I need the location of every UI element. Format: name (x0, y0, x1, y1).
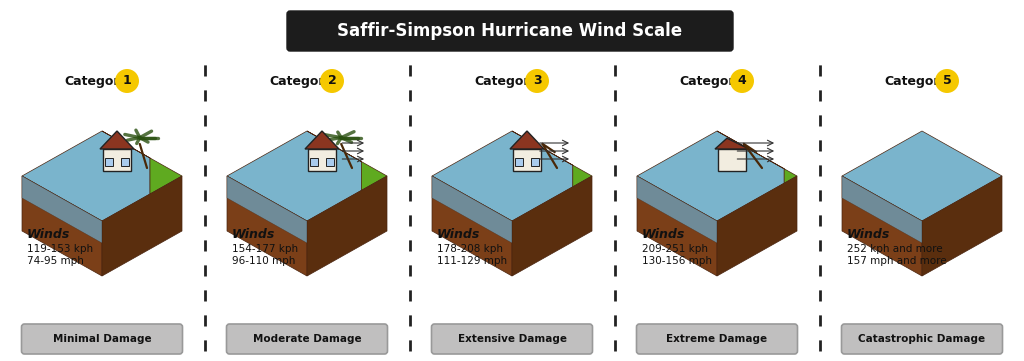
Polygon shape (842, 176, 922, 276)
FancyBboxPatch shape (103, 149, 131, 171)
FancyBboxPatch shape (287, 11, 733, 51)
Polygon shape (102, 131, 182, 194)
Polygon shape (100, 131, 134, 149)
Polygon shape (637, 176, 717, 276)
FancyBboxPatch shape (718, 149, 746, 171)
Text: Minimal Damage: Minimal Damage (52, 334, 152, 344)
FancyBboxPatch shape (431, 324, 593, 354)
Polygon shape (227, 176, 307, 243)
Text: 130-156 mph: 130-156 mph (642, 256, 712, 266)
Circle shape (730, 69, 754, 93)
Text: 209-251 kph: 209-251 kph (642, 244, 708, 254)
Polygon shape (922, 176, 1002, 276)
Polygon shape (22, 176, 102, 243)
Circle shape (319, 69, 344, 93)
Text: 2: 2 (328, 74, 336, 87)
Polygon shape (842, 131, 1002, 221)
Polygon shape (432, 176, 512, 243)
Polygon shape (717, 176, 797, 276)
Polygon shape (22, 131, 150, 221)
Text: Winds: Winds (232, 228, 275, 241)
Text: Category: Category (63, 74, 128, 87)
FancyBboxPatch shape (308, 149, 336, 171)
Polygon shape (512, 131, 592, 187)
Polygon shape (102, 176, 182, 276)
FancyBboxPatch shape (121, 158, 129, 166)
Text: Extensive Damage: Extensive Damage (458, 334, 566, 344)
Polygon shape (715, 138, 749, 149)
Polygon shape (227, 176, 307, 276)
Text: Category: Category (474, 74, 538, 87)
FancyBboxPatch shape (326, 158, 334, 166)
Text: 3: 3 (532, 74, 542, 87)
Polygon shape (842, 176, 922, 243)
Polygon shape (432, 131, 572, 221)
Text: Winds: Winds (847, 228, 891, 241)
FancyBboxPatch shape (513, 149, 541, 171)
Text: Saffir-Simpson Hurricane Wind Scale: Saffir-Simpson Hurricane Wind Scale (338, 22, 683, 40)
FancyBboxPatch shape (105, 158, 113, 166)
Text: Category: Category (679, 74, 742, 87)
Text: 154-177 kph: 154-177 kph (232, 244, 298, 254)
Text: 157 mph and more: 157 mph and more (847, 256, 946, 266)
Polygon shape (307, 131, 387, 190)
FancyBboxPatch shape (531, 158, 539, 166)
Text: Catastrophic Damage: Catastrophic Damage (858, 334, 985, 344)
Text: 5: 5 (943, 74, 951, 87)
Text: Winds: Winds (642, 228, 685, 241)
Text: Extreme Damage: Extreme Damage (667, 334, 768, 344)
Polygon shape (305, 131, 339, 149)
FancyBboxPatch shape (515, 158, 523, 166)
Text: Moderate Damage: Moderate Damage (253, 334, 361, 344)
Polygon shape (432, 176, 512, 276)
FancyBboxPatch shape (637, 324, 798, 354)
Text: 1: 1 (123, 74, 131, 87)
Text: Winds: Winds (27, 228, 71, 241)
Text: Category: Category (269, 74, 333, 87)
Text: 252 kph and more: 252 kph and more (847, 244, 943, 254)
Circle shape (525, 69, 549, 93)
Text: 4: 4 (737, 74, 746, 87)
Polygon shape (512, 176, 592, 276)
Circle shape (115, 69, 139, 93)
Polygon shape (307, 176, 387, 276)
Polygon shape (717, 131, 797, 183)
Text: 178-208 kph: 178-208 kph (437, 244, 503, 254)
Polygon shape (637, 176, 717, 243)
Text: Winds: Winds (437, 228, 480, 241)
Text: Category: Category (884, 74, 947, 87)
Text: 74-95 mph: 74-95 mph (27, 256, 84, 266)
Polygon shape (510, 131, 544, 149)
Circle shape (935, 69, 959, 93)
Polygon shape (227, 131, 361, 221)
FancyBboxPatch shape (310, 158, 318, 166)
FancyBboxPatch shape (842, 324, 1002, 354)
Polygon shape (22, 176, 102, 276)
Text: 119-153 kph: 119-153 kph (27, 244, 93, 254)
FancyBboxPatch shape (22, 324, 182, 354)
Polygon shape (637, 131, 784, 221)
FancyBboxPatch shape (226, 324, 387, 354)
Text: 111-129 mph: 111-129 mph (437, 256, 507, 266)
Text: 96-110 mph: 96-110 mph (232, 256, 295, 266)
